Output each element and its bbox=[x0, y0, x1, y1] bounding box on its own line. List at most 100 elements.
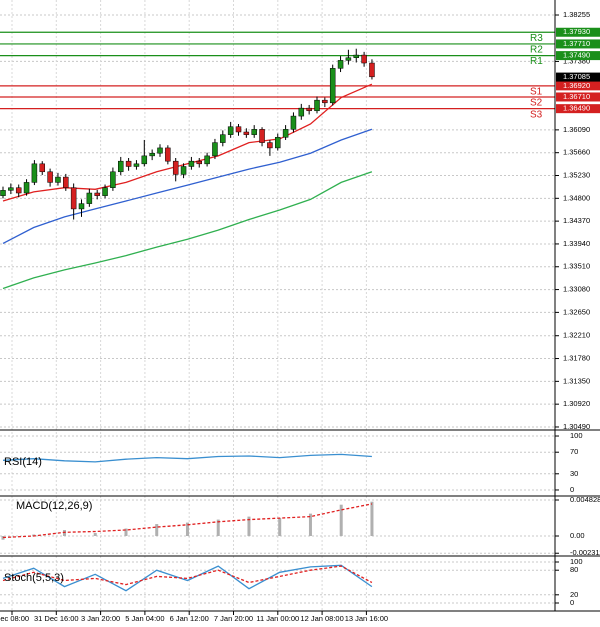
candle-body bbox=[23, 182, 30, 194]
y-tick-label: 1.34800 bbox=[563, 193, 590, 202]
candle-body bbox=[329, 68, 336, 104]
y-tick-label: 1.30920 bbox=[563, 399, 590, 408]
candle-body bbox=[235, 126, 242, 133]
price-box bbox=[556, 104, 600, 114]
x-tick-label: 3 Jan 20:00 bbox=[81, 614, 120, 623]
y-tick-label: 0 bbox=[570, 598, 574, 607]
y-tick-label: 1.35230 bbox=[563, 170, 590, 179]
price-label: 1.37490 bbox=[563, 51, 590, 60]
indicator-line bbox=[2, 503, 373, 539]
level-name: R1 bbox=[530, 56, 543, 67]
candle-body bbox=[172, 160, 179, 175]
candle-body bbox=[298, 107, 305, 117]
candle-body bbox=[63, 176, 69, 188]
candle-body bbox=[70, 187, 77, 210]
candle-body bbox=[345, 57, 352, 61]
price-box bbox=[556, 92, 600, 102]
moving-average bbox=[2, 128, 373, 244]
candle-body bbox=[227, 126, 234, 135]
candle-body bbox=[78, 203, 85, 210]
candle-body bbox=[196, 160, 202, 165]
indicator-name: MACD(12,26,9) bbox=[16, 500, 92, 512]
y-tick-label: 1.33080 bbox=[563, 285, 590, 294]
y-tick-label: 1.30490 bbox=[563, 422, 590, 431]
level-name: S1 bbox=[530, 86, 543, 97]
y-tick-label: 0 bbox=[570, 485, 574, 494]
histogram-bar bbox=[32, 534, 36, 536]
x-tick-label: 31 Dec 16:00 bbox=[34, 614, 79, 623]
candle-body bbox=[251, 129, 257, 135]
y-tick-label: 80 bbox=[570, 565, 578, 574]
candle-body bbox=[275, 137, 281, 149]
histogram-bar bbox=[370, 501, 374, 536]
histogram-bar bbox=[339, 504, 343, 536]
candle-body bbox=[369, 62, 375, 78]
y-tick-label: 1.37380 bbox=[563, 56, 590, 65]
histogram-bar bbox=[247, 516, 251, 536]
y-tick-label: 20 bbox=[570, 590, 578, 599]
histogram-bar bbox=[62, 530, 66, 536]
y-tick-label: 100 bbox=[570, 431, 583, 440]
price-box bbox=[556, 39, 600, 49]
candle-body bbox=[282, 129, 289, 138]
candle-body bbox=[243, 131, 250, 135]
candle-body bbox=[125, 160, 132, 167]
candle-body bbox=[39, 163, 45, 173]
price-label: 1.36490 bbox=[563, 104, 590, 113]
candle-body bbox=[180, 166, 187, 175]
histogram-bar bbox=[216, 519, 220, 536]
candle-body bbox=[361, 54, 367, 64]
candle-body bbox=[220, 134, 226, 143]
indicator-line bbox=[2, 564, 373, 592]
candle-body bbox=[322, 99, 328, 104]
histogram-bar bbox=[124, 528, 128, 536]
price-label: 1.36710 bbox=[563, 92, 590, 101]
price-box bbox=[556, 27, 600, 37]
candle-body bbox=[267, 142, 273, 149]
candle-body bbox=[8, 187, 14, 191]
candle-body bbox=[157, 147, 163, 154]
level-name: S3 bbox=[530, 109, 543, 120]
candle-body bbox=[31, 163, 38, 183]
candle-body bbox=[55, 176, 61, 183]
y-tick-label: 1.35660 bbox=[563, 148, 590, 157]
indicator-name: RSI(14) bbox=[4, 456, 42, 468]
candle-body bbox=[314, 99, 320, 112]
x-tick-label: Dec 08:00 bbox=[0, 614, 29, 623]
x-tick-label: 13 Jan 16:00 bbox=[345, 614, 388, 623]
y-tick-label: 1.33940 bbox=[563, 239, 590, 248]
price-label: 1.37930 bbox=[563, 27, 590, 36]
histogram-bar bbox=[155, 524, 159, 536]
y-tick-label: 1.31350 bbox=[563, 376, 590, 385]
y-tick-label: 1.32210 bbox=[563, 331, 590, 340]
current-price-label: 1.37085 bbox=[563, 72, 590, 81]
candle-body bbox=[102, 187, 108, 196]
candle-body bbox=[165, 147, 171, 162]
price-label: 1.37710 bbox=[563, 39, 590, 48]
level-name: R2 bbox=[530, 45, 543, 56]
y-tick-label: 30 bbox=[570, 469, 578, 478]
y-tick-label: -0.002311 bbox=[570, 548, 600, 557]
x-tick-label: 12 Jan 08:00 bbox=[300, 614, 343, 623]
histogram-bar bbox=[185, 522, 189, 536]
y-tick-label: 0.004828 bbox=[570, 495, 600, 504]
candle-body bbox=[110, 171, 116, 188]
histogram-bar bbox=[1, 535, 5, 540]
histogram-bar bbox=[278, 518, 282, 536]
y-tick-label: 1.33510 bbox=[563, 262, 590, 271]
candle-body bbox=[188, 160, 195, 167]
y-tick-label: 1.36090 bbox=[563, 125, 590, 134]
candle-body bbox=[141, 155, 148, 165]
x-tick-label: 11 Jan 00:00 bbox=[256, 614, 299, 623]
candle-body bbox=[259, 129, 265, 143]
x-tick-label: 6 Jan 12:00 bbox=[170, 614, 209, 623]
candle-body bbox=[149, 152, 155, 157]
price-box bbox=[556, 51, 600, 61]
current-price-box bbox=[556, 72, 600, 82]
histogram-bar bbox=[308, 513, 312, 536]
y-tick-label: 100 bbox=[570, 557, 583, 566]
price-label: 1.36920 bbox=[563, 81, 590, 90]
level-name: R3 bbox=[530, 33, 543, 44]
